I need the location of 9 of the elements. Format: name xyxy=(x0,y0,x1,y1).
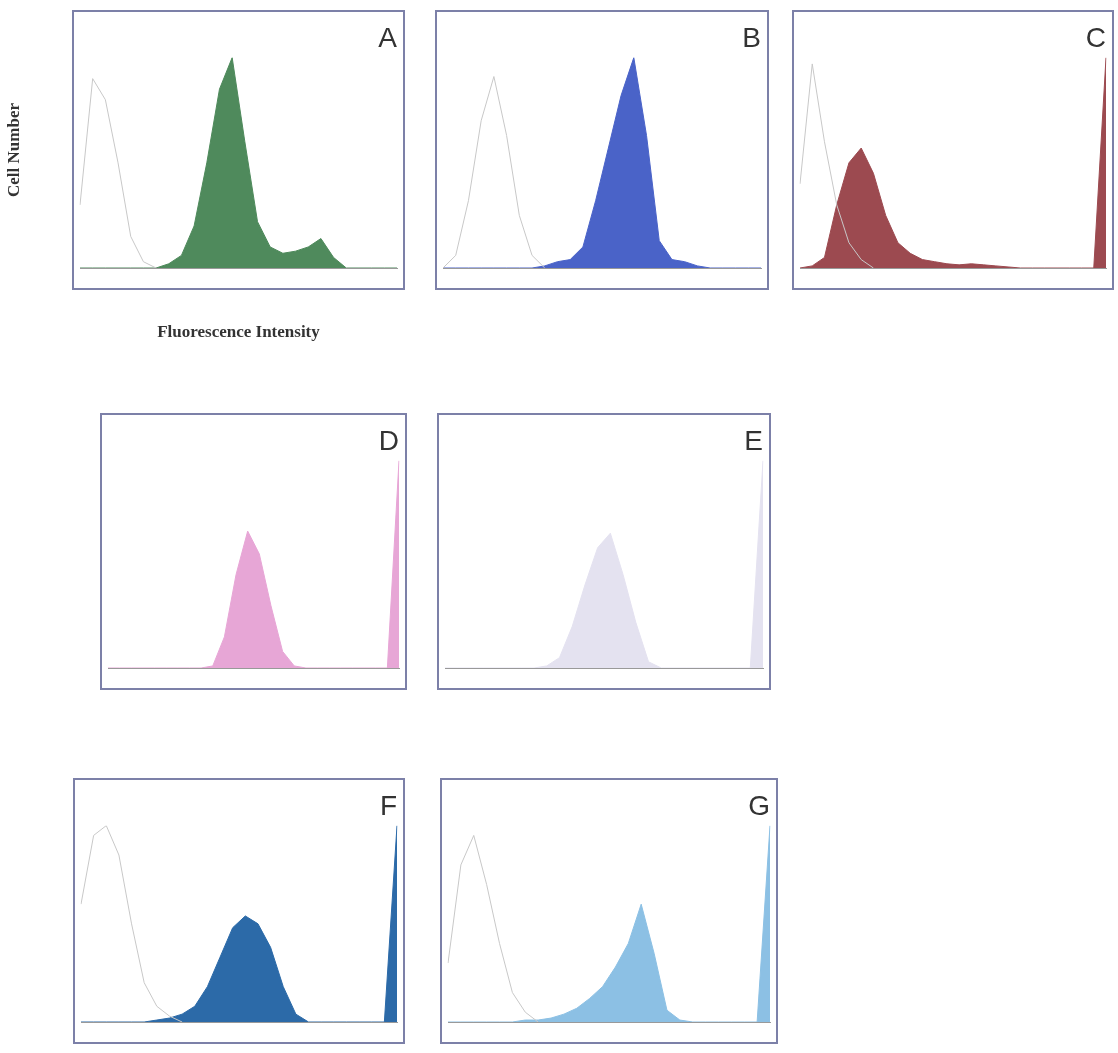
y-axis-title: Cell Number xyxy=(4,103,24,197)
x-axis-title: Fluorescence Intensity xyxy=(157,322,320,342)
chart-title: A xyxy=(378,21,398,53)
chart-title: D xyxy=(378,424,399,456)
chart-title: F xyxy=(379,789,397,821)
chart-title: C xyxy=(1085,21,1106,53)
chart-title: E xyxy=(744,424,763,456)
chart-title: G xyxy=(748,789,770,821)
chart-title: B xyxy=(742,21,761,53)
